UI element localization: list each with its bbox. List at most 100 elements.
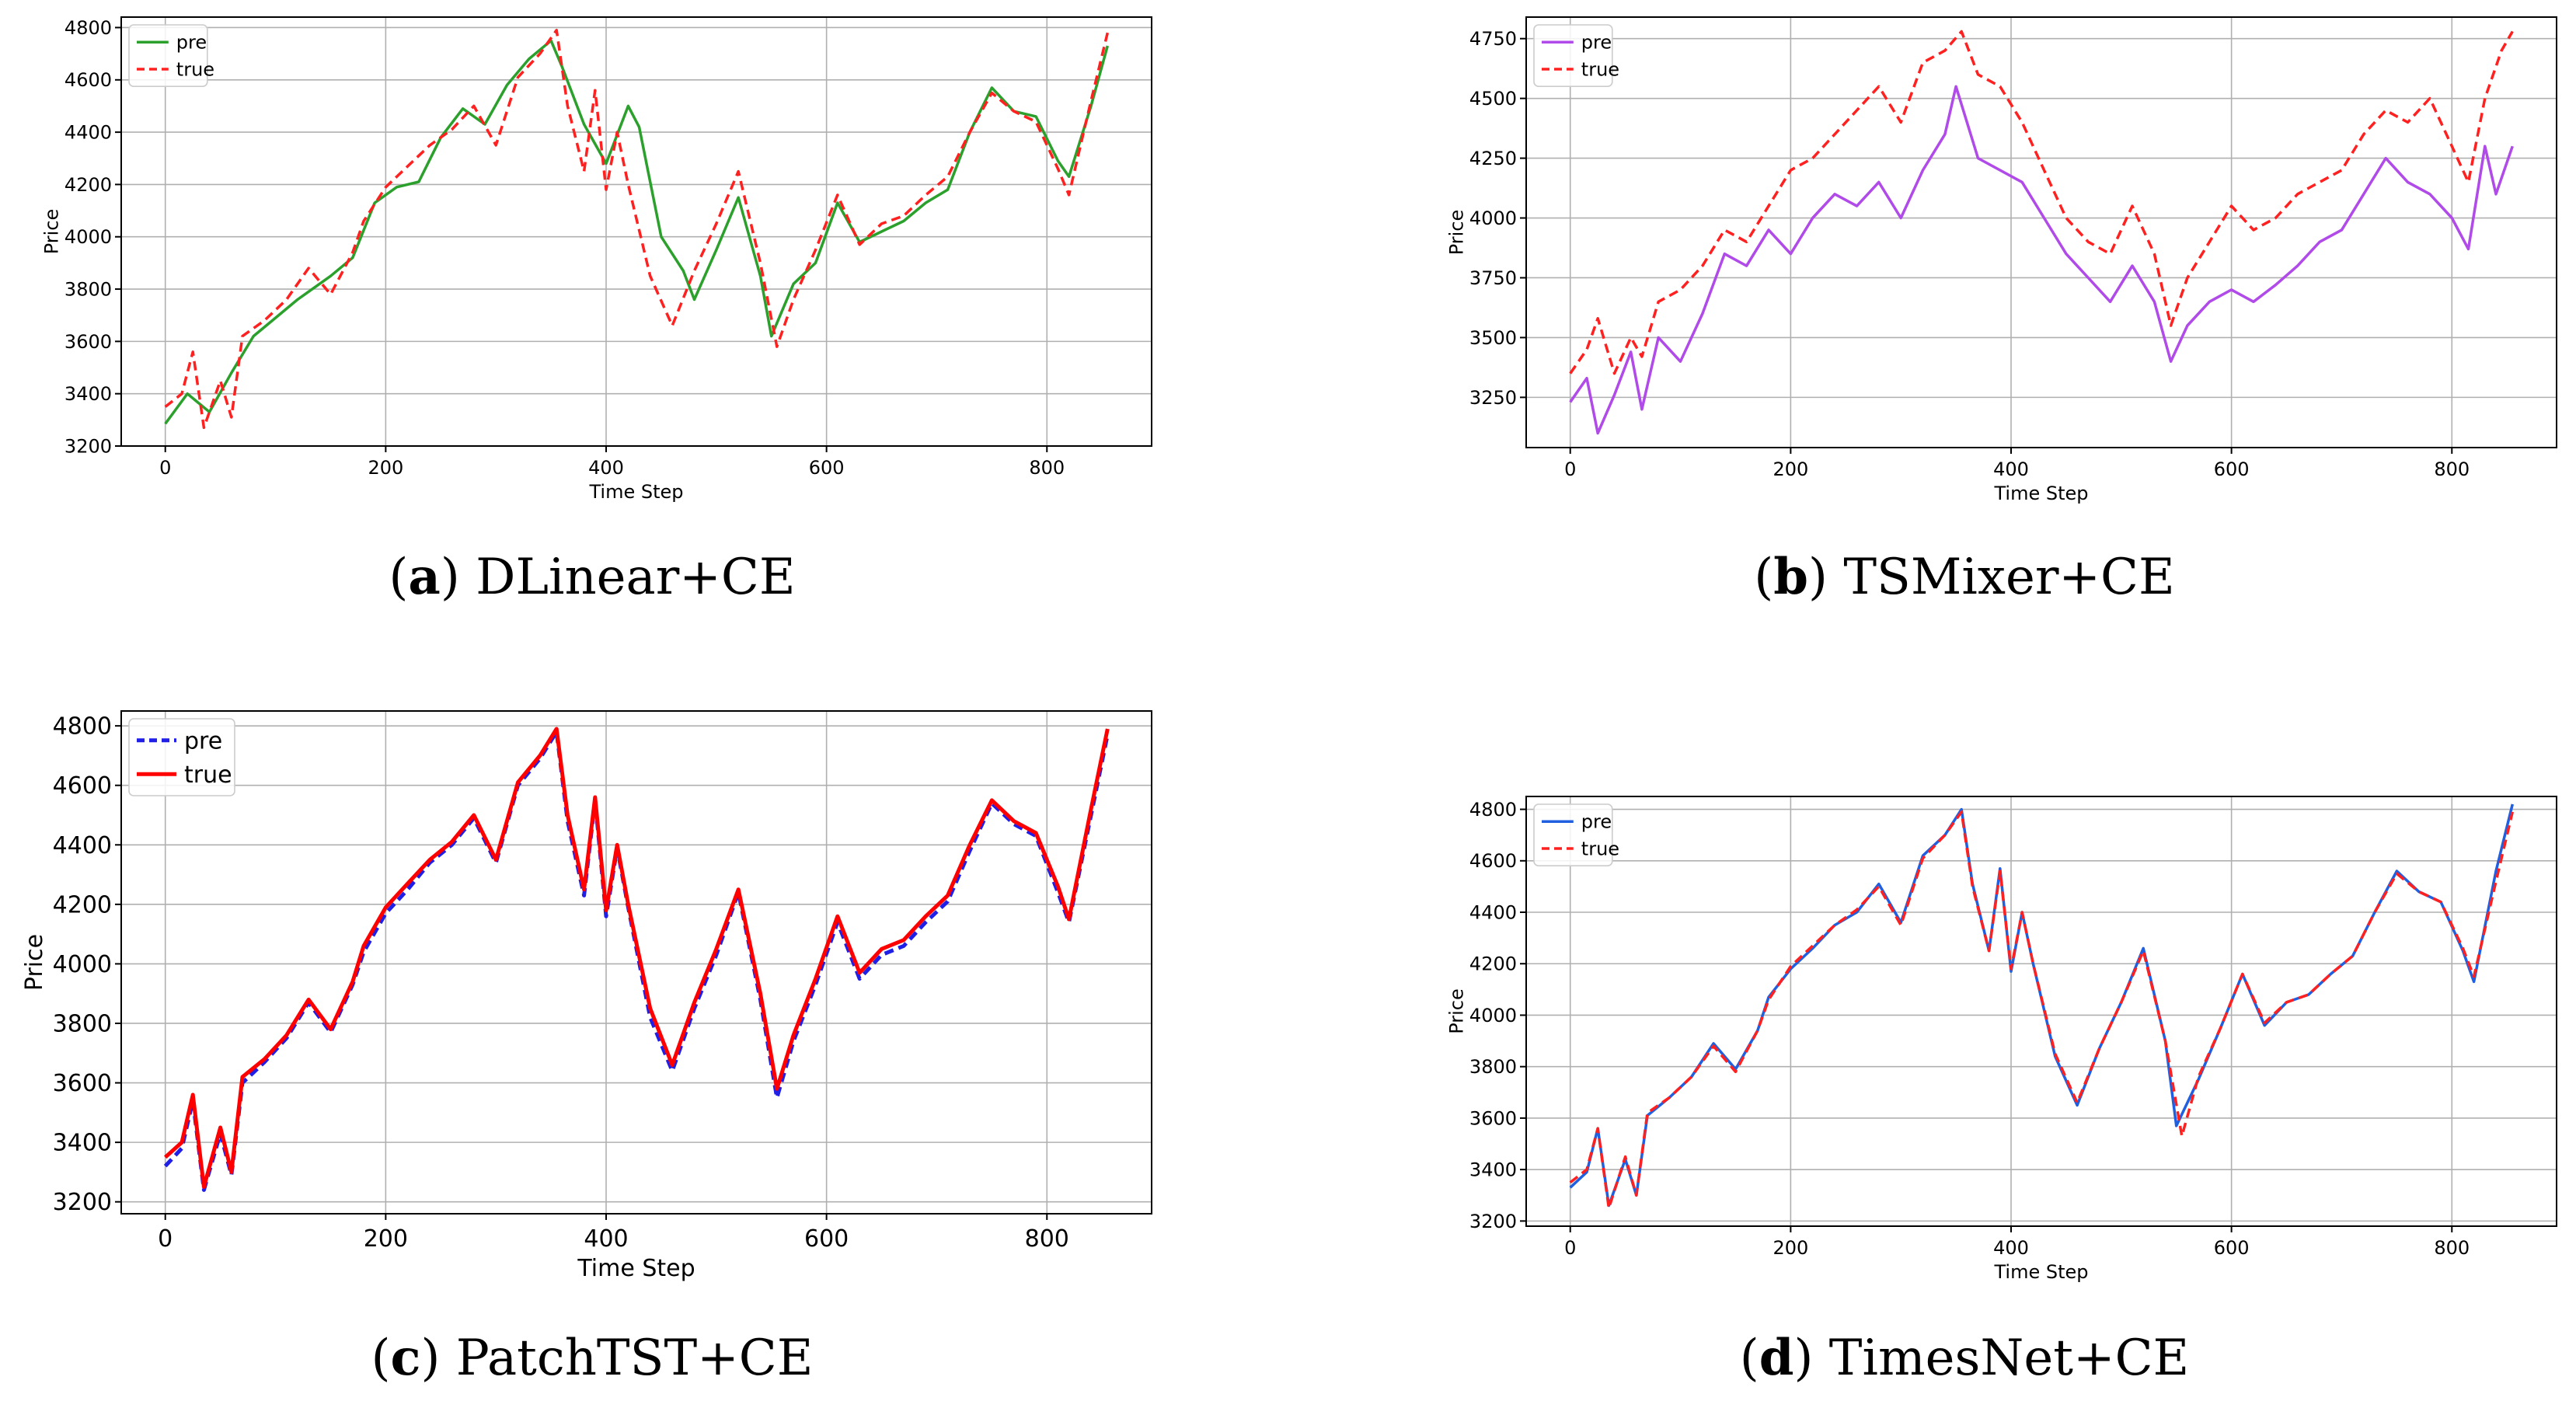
- series-line-pre: [1569, 85, 2514, 435]
- y-axis-label: Price: [1445, 988, 1467, 1034]
- plot-frame: [120, 16, 1152, 447]
- caption-c-text: PatchTST+CE: [455, 1330, 814, 1387]
- x-tick-label: 400: [588, 457, 624, 479]
- legend-label-true: true: [1581, 58, 1619, 80]
- plot-frame: [1525, 796, 2557, 1227]
- chart-panel-c: 0 200 400 600 800 3200 3400 3600 3800 4000 4200 440…: [21, 710, 1152, 1282]
- x-tick-label: 0: [159, 457, 171, 479]
- x-tick-label: 0: [1564, 458, 1576, 480]
- series-line-pre: [163, 730, 1110, 1192]
- x-tick-label: 200: [1773, 458, 1808, 480]
- series-line-pre: [1569, 803, 2514, 1208]
- x-tick-label: 200: [1773, 1237, 1808, 1259]
- y-tick-label: 4800: [64, 17, 112, 39]
- series-line-true: [164, 29, 1110, 430]
- y-tick-label: 3800: [64, 278, 112, 300]
- x-tick-label: 0: [158, 1225, 173, 1253]
- x-tick-label: 400: [1993, 458, 2029, 480]
- y-tick-label: 4600: [1469, 850, 1517, 872]
- x-tick-label: 600: [804, 1225, 849, 1253]
- legend-label-pre: pre: [1581, 811, 1612, 833]
- x-axis-label: Time Step: [577, 1255, 695, 1282]
- chart-panel-d: 0 200 400 600 800 3200 3400 3600 3800 4000 4200 440…: [1445, 796, 2557, 1283]
- legend-box: [1533, 803, 1613, 866]
- x-tick-label: 200: [368, 457, 403, 479]
- y-tick-label: 4500: [1469, 88, 1517, 110]
- legend-label-true: true: [1581, 838, 1619, 859]
- series-line-pre: [164, 39, 1109, 425]
- y-tick-label: 3800: [53, 1010, 112, 1037]
- y-tick-label: 4000: [1469, 207, 1517, 229]
- legend-label-pre: pre: [184, 727, 222, 755]
- series-line-true: [1569, 30, 2514, 375]
- y-tick-label: 4000: [1469, 1005, 1517, 1026]
- y-tick-label: 4800: [53, 713, 112, 741]
- x-tick-label: 400: [1993, 1237, 2029, 1259]
- caption-b-text: TSMixer+CE: [1843, 549, 2175, 606]
- y-tick-label: 3400: [53, 1130, 112, 1157]
- caption-a-letter: a: [408, 548, 441, 606]
- y-tick-label: 4000: [53, 951, 112, 978]
- x-tick-label: 800: [1025, 1225, 1069, 1253]
- plot-frame: [120, 710, 1152, 1215]
- x-tick-label: 600: [809, 457, 845, 479]
- caption-a: (a) DLinear+CE: [389, 548, 796, 606]
- y-tick-label: 3600: [1469, 1107, 1517, 1129]
- y-tick-label: 3200: [64, 435, 112, 457]
- y-tick-label: 3250: [1469, 387, 1517, 409]
- y-tick-label: 4400: [53, 832, 112, 859]
- legend-box: [128, 24, 208, 87]
- x-axis-label: Time Step: [588, 481, 683, 503]
- legend-box: [128, 718, 235, 796]
- y-tick-label: 4200: [53, 891, 112, 918]
- legend-label-pre: pre: [1581, 32, 1612, 54]
- y-tick-label: 3400: [1469, 1159, 1517, 1181]
- y-tick-label: 3200: [1469, 1211, 1517, 1232]
- y-tick-label: 3400: [64, 383, 112, 405]
- y-tick-label: 3800: [1469, 1056, 1517, 1078]
- legend-label-true: true: [184, 761, 232, 789]
- legend-label-true: true: [176, 58, 214, 80]
- caption-c-letter: c: [390, 1329, 421, 1387]
- plot-frame: [1525, 16, 2557, 448]
- series-line-true: [164, 727, 1110, 1189]
- legend-label-pre: pre: [176, 32, 207, 54]
- x-tick-label: 200: [364, 1225, 408, 1253]
- x-tick-label: 800: [2434, 1237, 2470, 1259]
- caption-b: (b) TSMixer+CE: [1754, 548, 2175, 606]
- chart-panel-b: 0 200 400 600 800 3250 3500 3750 4000 4250 4500 475…: [1445, 16, 2557, 504]
- y-tick-label: 4400: [64, 121, 112, 143]
- y-tick-label: 4250: [1469, 148, 1517, 169]
- caption-c: (c) PatchTST+CE: [371, 1329, 814, 1387]
- y-tick-label: 3600: [53, 1070, 112, 1097]
- caption-d-text: TimesNet+CE: [1828, 1330, 2190, 1387]
- y-tick-label: 4000: [64, 226, 112, 248]
- y-tick-label: 4600: [53, 772, 112, 800]
- x-tick-label: 600: [2214, 1237, 2250, 1259]
- y-axis-label: Price: [1445, 210, 1467, 256]
- y-tick-label: 3200: [53, 1189, 112, 1216]
- y-tick-label: 4200: [1469, 953, 1517, 975]
- x-axis-label: Time Step: [1993, 483, 2088, 504]
- y-tick-label: 4400: [1469, 901, 1517, 923]
- y-axis-label: Price: [21, 934, 48, 991]
- y-tick-label: 3750: [1469, 267, 1517, 289]
- y-tick-label: 3600: [64, 331, 112, 353]
- chart-panel-a: 0 200 400 600 800 3200 3400 3600 3800 4000 4200 440…: [40, 16, 1152, 503]
- legend-box: [1533, 24, 1613, 87]
- x-tick-label: 0: [1564, 1237, 1576, 1259]
- x-tick-label: 800: [1029, 457, 1065, 479]
- caption-b-letter: b: [1773, 548, 1808, 606]
- series-line-true: [1569, 810, 2515, 1210]
- x-tick-label: 400: [584, 1225, 628, 1253]
- x-axis-label: Time Step: [1993, 1261, 2088, 1283]
- y-tick-label: 4800: [1469, 799, 1517, 821]
- y-tick-label: 4750: [1469, 28, 1517, 50]
- y-axis-label: Price: [40, 209, 62, 255]
- caption-d: (d) TimesNet+CE: [1739, 1329, 2190, 1387]
- caption-d-letter: d: [1759, 1329, 1794, 1387]
- x-tick-label: 600: [2214, 458, 2250, 480]
- x-tick-label: 800: [2434, 458, 2470, 480]
- y-tick-label: 4200: [64, 174, 112, 196]
